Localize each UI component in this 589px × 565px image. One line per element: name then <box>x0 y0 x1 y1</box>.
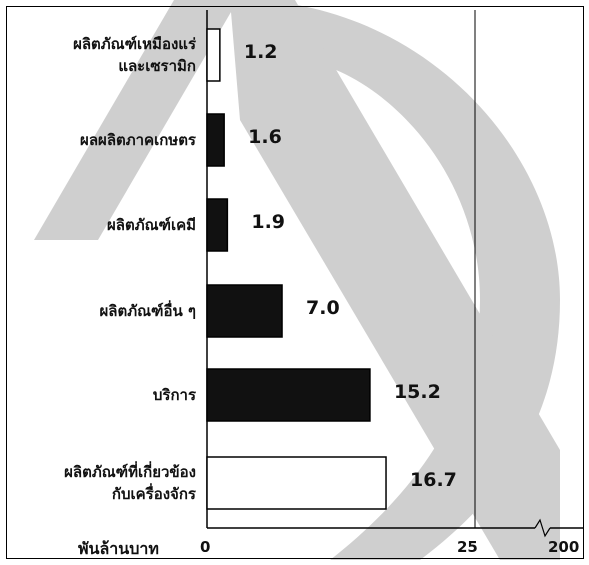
watermark-logo <box>34 0 560 560</box>
watermark-stroke-diagonal <box>230 0 560 560</box>
watermark-stroke-left <box>34 0 238 240</box>
bar-4 <box>206 368 371 422</box>
category-label-line: กับเครื่องจักร <box>111 485 196 503</box>
category-label-4: บริการ <box>10 384 196 406</box>
x-tick-label-25: 25 <box>457 538 478 556</box>
bar-value-label-4: 15.2 <box>393 381 441 403</box>
x-tick-label-200: 200 <box>548 538 580 556</box>
category-label-1: ผลผลิตภาคเกษตร <box>10 129 196 151</box>
category-label-line: บริการ <box>152 386 196 404</box>
bar-5 <box>206 456 387 510</box>
x-unit-label: พันล้านบาท <box>78 539 159 558</box>
category-label-line: ผลผลิตภาคเกษตร <box>80 131 196 149</box>
bar-1 <box>206 113 225 167</box>
bar-value-label-1: 1.6 <box>248 126 282 148</box>
bar-value-label-3: 7.0 <box>306 297 340 319</box>
chart-frame <box>6 6 584 559</box>
bars-group <box>206 28 387 510</box>
category-label-5: ผลิตภัณฑ์ที่เกี่ยวข้องกับเครื่องจักร <box>10 461 196 505</box>
bar-3 <box>206 284 283 338</box>
category-label-line: ผลิตภัณฑ์เคมี <box>106 216 196 234</box>
category-label-3: ผลิตภัณฑ์อื่น ๆ <box>10 300 196 322</box>
bar-value-label-0: 1.2 <box>243 41 278 63</box>
category-label-line: และเซรามิก <box>118 57 196 75</box>
category-label-line: ผลิตภัณฑ์ที่เกี่ยวข้อง <box>64 463 196 481</box>
bar-2 <box>206 198 229 252</box>
category-label-line: ผลิตภัณฑ์เหมืองแร่ <box>73 35 196 53</box>
axis-break-mark <box>534 518 551 538</box>
category-label-line: ผลิตภัณฑ์อื่น ๆ <box>99 302 196 320</box>
category-label-0: ผลิตภัณฑ์เหมืองแร่และเซรามิก <box>10 33 196 77</box>
bar-value-label-5: 16.7 <box>410 469 457 491</box>
bar-0 <box>206 28 221 82</box>
chart-axes <box>206 10 584 538</box>
x-tick-label-0: 0 <box>200 538 211 556</box>
bar-value-label-2: 1.9 <box>251 211 286 233</box>
category-label-2: ผลิตภัณฑ์เคมี <box>10 214 196 236</box>
